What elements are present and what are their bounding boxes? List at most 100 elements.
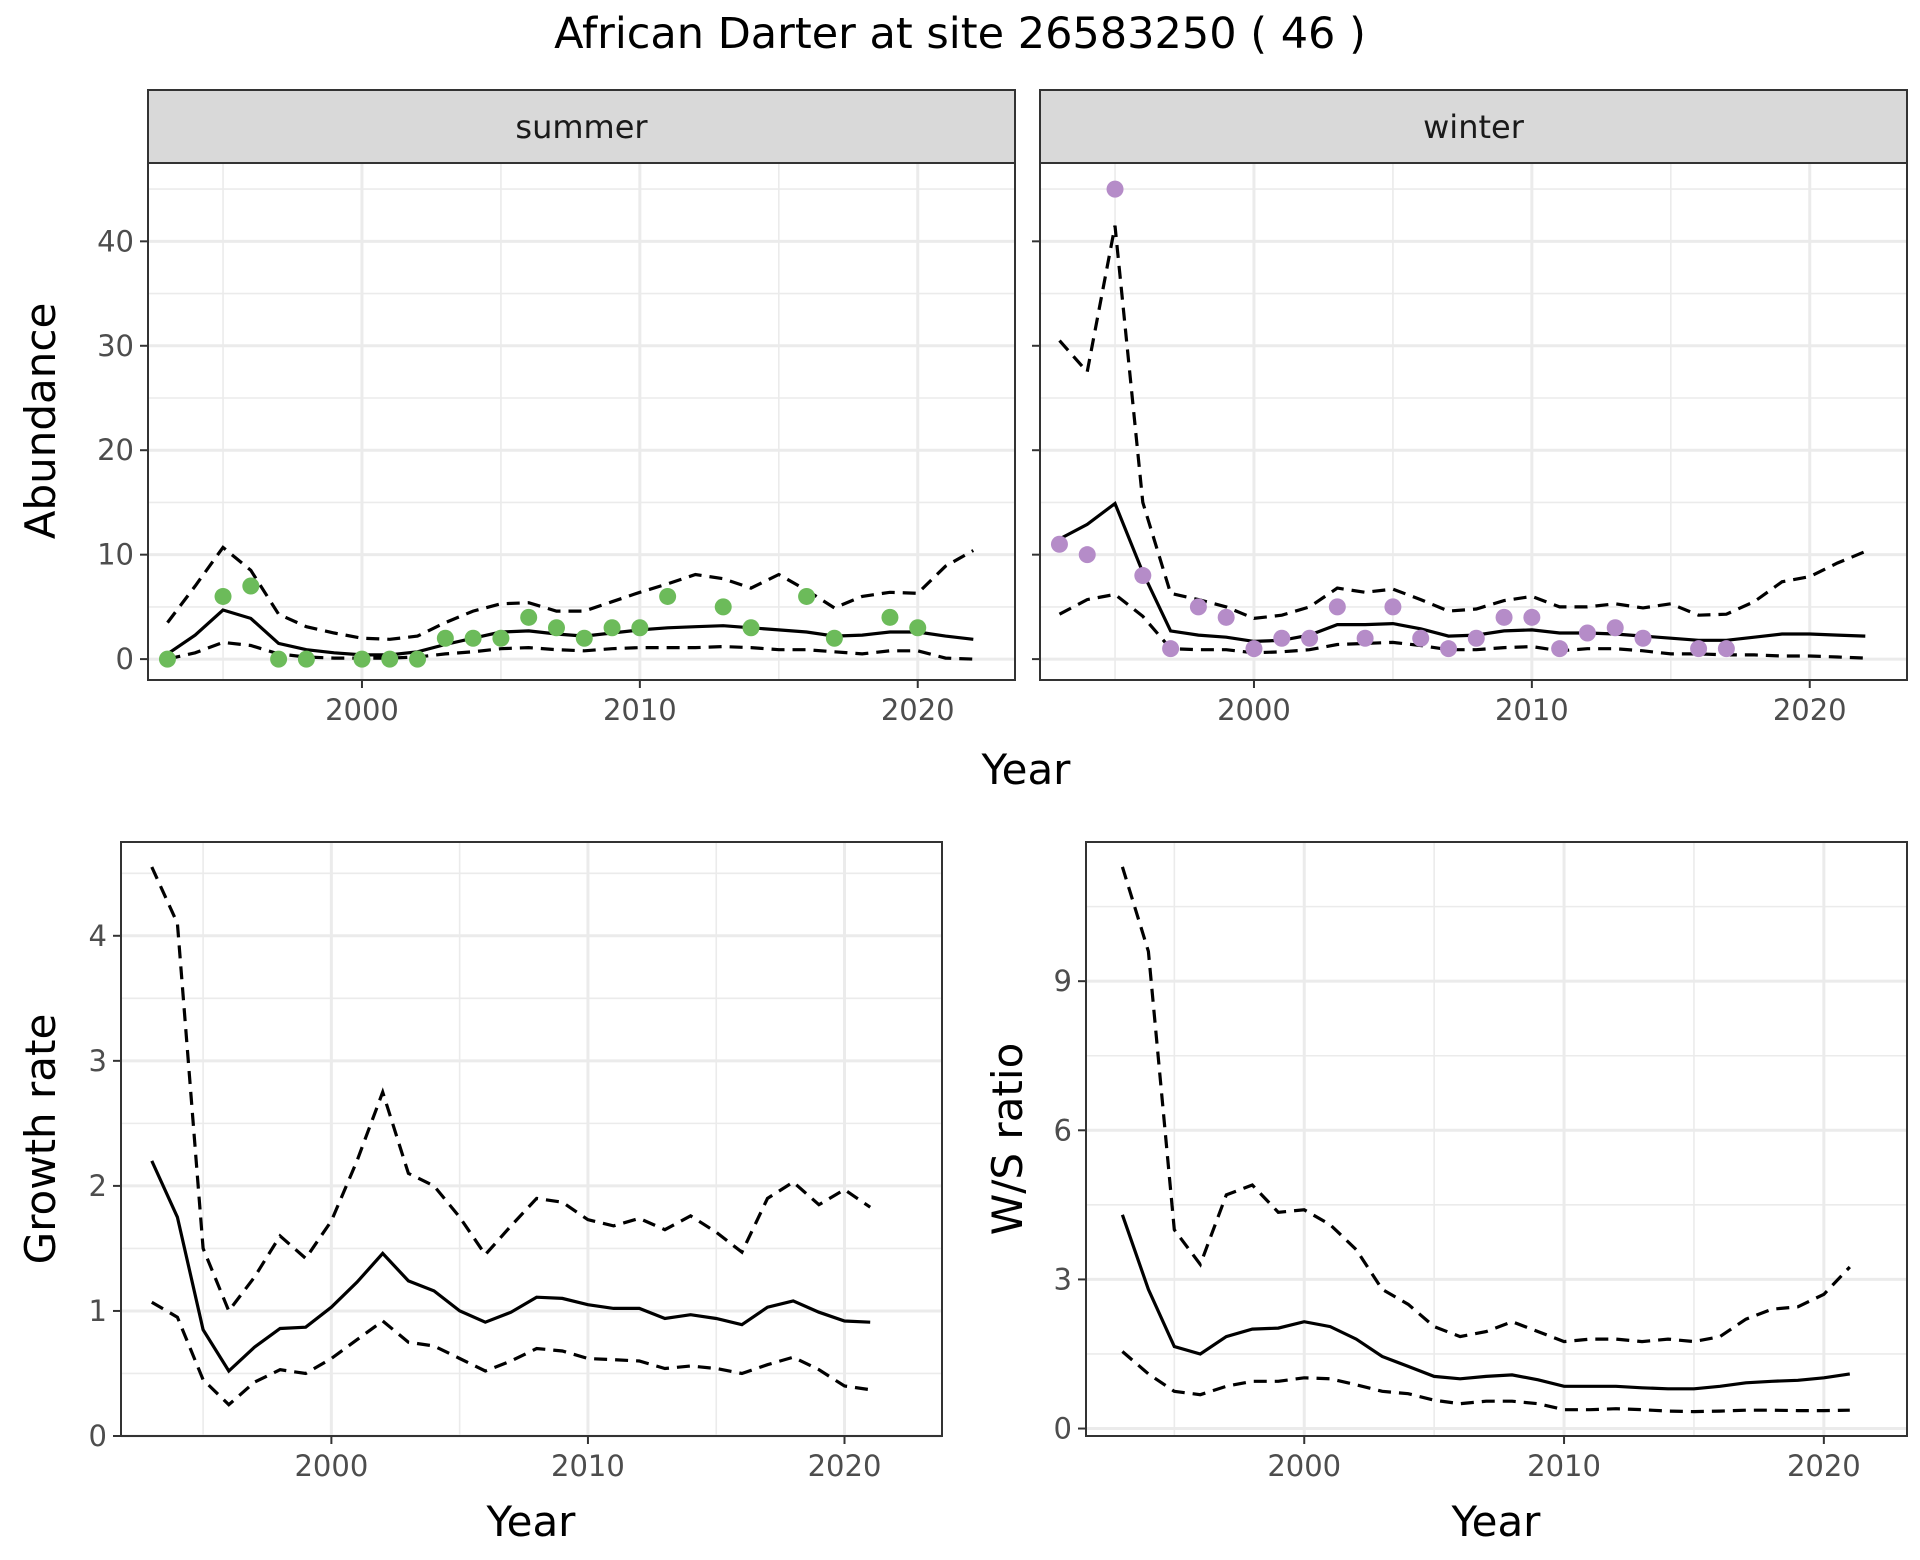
y-tick-label: 0 [89,1419,107,1453]
y-axis-title: Growth rate [16,1014,65,1265]
y-tick-label: 1 [89,1294,107,1328]
y-tick-label: 10 [97,538,134,572]
data-point [1439,640,1457,658]
x-tick-label: 2020 [808,1449,882,1483]
x-tick-label: 2020 [1773,693,1847,727]
data-point [1384,598,1402,616]
data-point [158,650,176,668]
x-tick-label: 2000 [294,1449,368,1483]
data-point [714,598,732,616]
x-axis-title: Year [981,745,1072,794]
facet-strip-label: summer [515,108,648,146]
data-point [1245,640,1263,658]
facet-strip [147,89,1016,164]
data-point [798,587,816,605]
x-tick-label: 2000 [325,693,399,727]
y-tick-label: 0 [116,642,134,676]
x-tick-label: 2000 [1217,693,1291,727]
panel-border [1039,162,1908,681]
x-tick-label: 2000 [1267,1449,1341,1483]
y-tick-label: 6 [1054,1113,1072,1147]
data-point [1634,629,1652,647]
data-point [1690,640,1708,658]
y-tick-label: 0 [1054,1412,1072,1446]
y-tick-label: 30 [97,329,134,363]
facet-strip [1039,89,1908,164]
x-tick-label: 2020 [1787,1449,1861,1483]
y-tick-label: 2 [89,1169,107,1203]
data-point [1412,629,1430,647]
data-point [1162,640,1180,658]
data-point [603,619,621,637]
lower-bound-line [1121,1350,1850,1414]
data-point [492,629,510,647]
data-point [297,650,315,668]
panel-border [120,841,943,1437]
data-point [1106,180,1124,198]
x-tick-label: 2010 [551,1449,625,1483]
data-point [1717,640,1735,658]
mean-line [166,608,974,657]
data-point [547,619,565,637]
lower-bound-line [1058,592,1866,660]
mean-line [1058,500,1866,644]
y-axis-title: W/S ratio [983,1043,1032,1236]
data-point [1078,546,1096,564]
data-point [1273,629,1291,647]
abundance-panel-summer: 2000 2010 2020 0 10 20 30 40 [97,162,1016,727]
panel-border [1085,841,1908,1437]
data-point [1328,598,1346,616]
data-point [1467,629,1485,647]
data-point [1578,624,1596,642]
mean-line [150,1160,871,1374]
x-tick-label: 2020 [881,693,955,727]
facet-strip-label: winter [1423,108,1525,146]
data-point [464,629,482,647]
panel-border [147,162,1016,681]
data-point [436,629,454,647]
x-tick-label: 2010 [603,693,677,727]
upper-bound-line [1058,225,1866,621]
data-point [1523,608,1541,626]
upper-bound-line [166,545,975,641]
data-point [742,619,760,637]
x-axis-title: Year [1451,1497,1542,1546]
y-tick-label: 9 [1054,964,1072,998]
data-point [520,608,538,626]
chart-title: African Darter at site 26583250 ( 46 ) [554,9,1366,59]
y-tick-label: 4 [89,919,107,953]
data-point [881,608,899,626]
ws-ratio-panel: 2000 2010 2020 0 3 6 9 [1054,841,1908,1483]
upper-bound-line [150,866,872,1315]
data-point [1189,598,1207,616]
data-point [1606,619,1624,637]
y-axis-title: Abundance [16,303,65,540]
data-point [1551,640,1569,658]
data-point [1217,608,1235,626]
data-point [659,587,677,605]
data-point [825,629,843,647]
data-point [1495,608,1513,626]
y-tick-label: 40 [97,224,134,258]
data-point [1050,535,1068,553]
x-axis-title: Year [486,1497,577,1546]
upper-bound-line [1120,866,1851,1344]
mean-line [1120,1214,1851,1391]
x-tick-label: 2010 [1527,1449,1601,1483]
data-point [631,619,649,637]
data-point [242,577,260,595]
data-point [409,650,427,668]
data-point [909,619,927,637]
y-tick-label: 3 [89,1044,107,1078]
data-point [575,629,593,647]
x-tick-label: 2010 [1495,693,1569,727]
data-point [1356,629,1374,647]
lower-bound-line [150,1300,871,1407]
y-tick-label: 20 [97,433,134,467]
growth-rate-panel: 2000 2010 2020 0 1 2 3 4 [89,841,943,1483]
y-tick-label: 3 [1054,1262,1072,1296]
data-point [214,587,232,605]
abundance-panel-winter: 2000 2010 2020 [1032,162,1908,727]
data-point [353,650,371,668]
